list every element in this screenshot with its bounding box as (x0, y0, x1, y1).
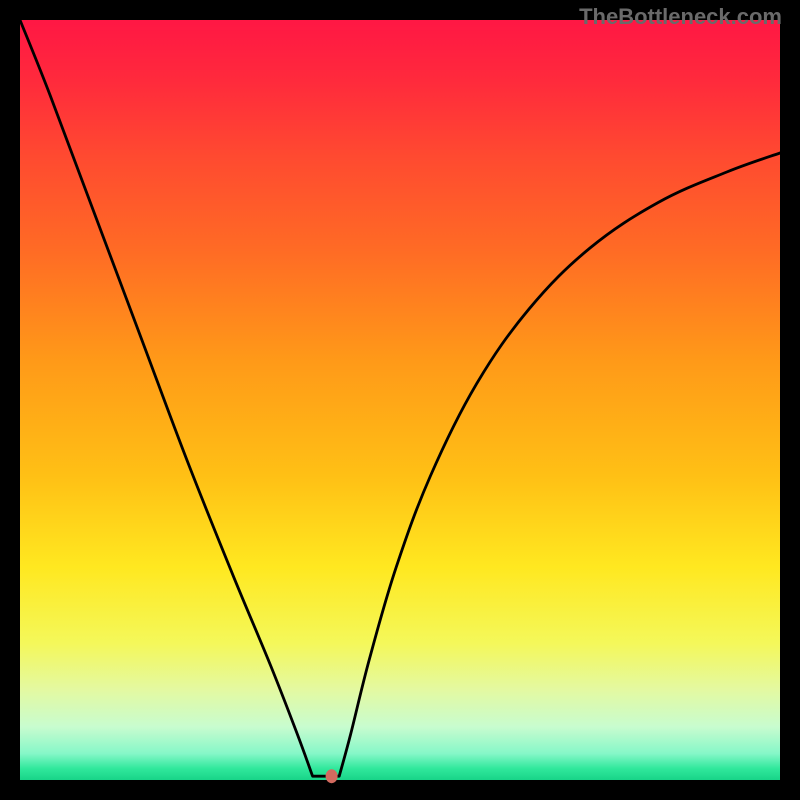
watermark-text: TheBottleneck.com (579, 4, 782, 30)
optimal-point-marker (326, 769, 338, 783)
plot-background (20, 20, 780, 780)
chart-container: TheBottleneck.com (0, 0, 800, 800)
bottleneck-chart (0, 0, 800, 800)
